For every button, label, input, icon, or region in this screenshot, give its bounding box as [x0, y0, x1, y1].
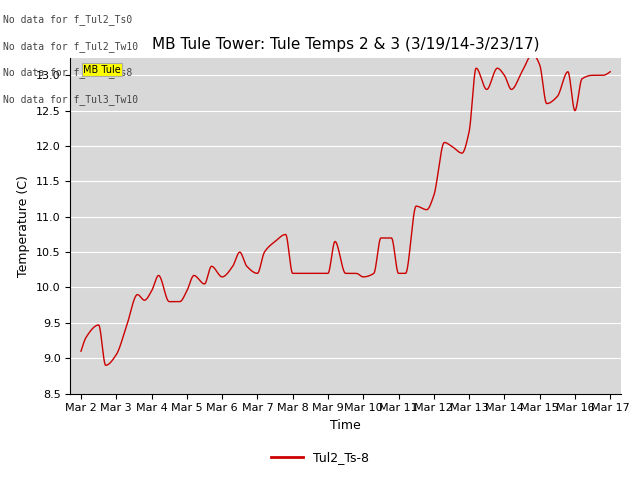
Text: MB Tule: MB Tule: [83, 65, 121, 75]
Text: No data for f_Tul2_Tw10: No data for f_Tul2_Tw10: [3, 41, 138, 52]
Y-axis label: Temperature (C): Temperature (C): [17, 175, 30, 276]
Text: No data for f_Tul3_Tw10: No data for f_Tul3_Tw10: [3, 94, 138, 105]
X-axis label: Time: Time: [330, 419, 361, 432]
Title: MB Tule Tower: Tule Temps 2 & 3 (3/19/14-3/23/17): MB Tule Tower: Tule Temps 2 & 3 (3/19/14…: [152, 37, 540, 52]
Text: No data for f_Tul3_Ts8: No data for f_Tul3_Ts8: [3, 67, 132, 78]
Legend: Tul2_Ts-8: Tul2_Ts-8: [266, 446, 374, 469]
Text: No data for f_Tul2_Ts0: No data for f_Tul2_Ts0: [3, 14, 132, 25]
